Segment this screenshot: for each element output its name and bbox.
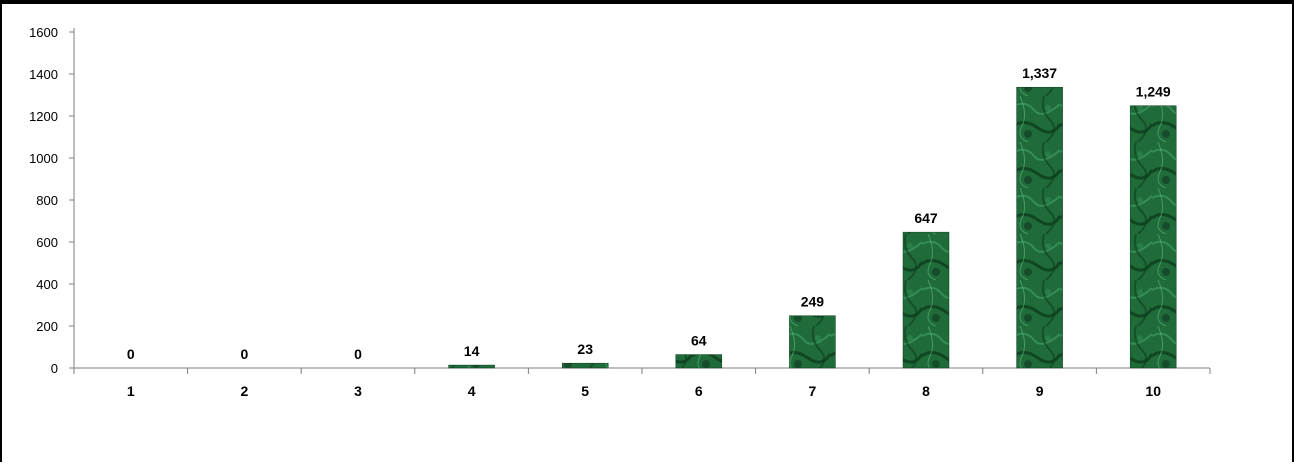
- category-label-5: 5: [581, 383, 589, 399]
- category-label-8: 8: [922, 383, 930, 399]
- y-tick-label: 200: [36, 319, 58, 334]
- bar-5: [561, 362, 609, 369]
- y-tick-label: 600: [36, 235, 58, 250]
- y-tick-label: 400: [36, 277, 58, 292]
- data-label-4: 14: [464, 343, 480, 359]
- category-label-9: 9: [1036, 383, 1044, 399]
- data-label-3: 0: [354, 346, 362, 362]
- y-tick-label: 0: [51, 361, 58, 376]
- data-label-2: 0: [241, 346, 249, 362]
- y-tick-label: 1000: [29, 151, 58, 166]
- y-tick-label: 1400: [29, 67, 58, 82]
- data-label-10: 1,249: [1136, 84, 1171, 100]
- data-label-8: 647: [914, 210, 938, 226]
- data-label-5: 23: [577, 341, 593, 357]
- y-tick-label: 1600: [29, 25, 58, 40]
- data-label-6: 64: [691, 333, 707, 349]
- data-label-7: 249: [801, 294, 825, 310]
- category-label-10: 10: [1145, 383, 1161, 399]
- y-tick-label: 800: [36, 193, 58, 208]
- data-label-9: 1,337: [1022, 65, 1057, 81]
- bars: [448, 86, 1177, 369]
- bar-4: [448, 364, 495, 369]
- bar-6: [675, 354, 723, 369]
- category-label-2: 2: [241, 383, 249, 399]
- bar-7: [789, 315, 836, 369]
- data-label-1: 0: [127, 346, 135, 362]
- category-label-6: 6: [695, 383, 703, 399]
- bar-9: [1016, 86, 1063, 369]
- bar-8: [902, 231, 950, 369]
- category-label-4: 4: [468, 383, 476, 399]
- category-label-7: 7: [809, 383, 817, 399]
- category-label-1: 1: [127, 383, 135, 399]
- category-label-3: 3: [354, 383, 362, 399]
- bar-10: [1129, 105, 1177, 369]
- y-tick-label: 1200: [29, 109, 58, 124]
